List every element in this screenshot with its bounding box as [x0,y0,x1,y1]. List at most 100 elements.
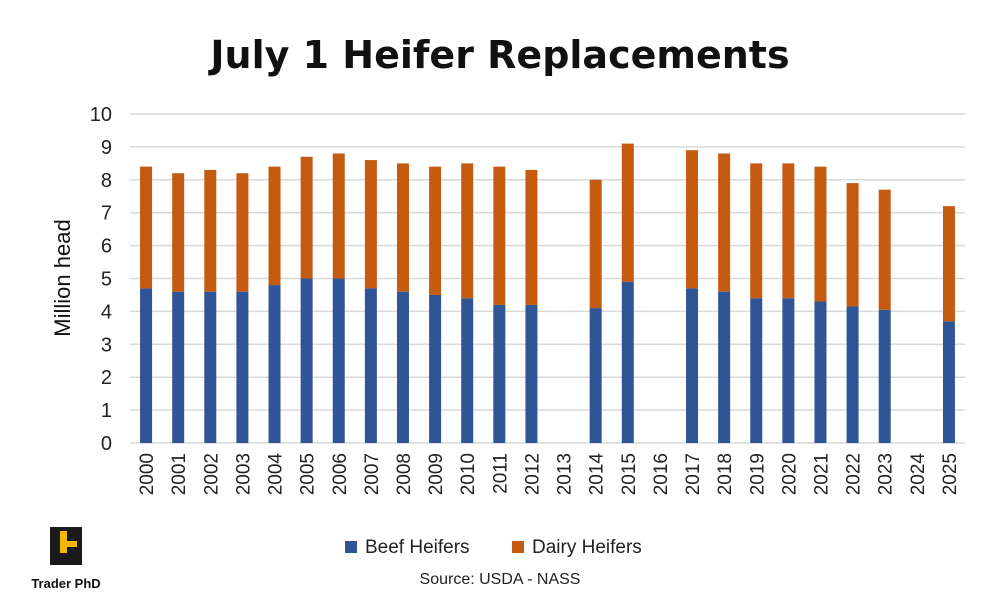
dairy-bar-2007 [364,160,377,289]
beef-bar-2001 [172,291,185,443]
beef-bar-2019 [750,298,763,443]
dairy-bar-2000 [140,166,153,289]
y-tick-label: 2 [101,367,112,389]
dairy-bar-2008 [396,163,409,292]
logo-mark-bar [60,531,67,553]
x-tick-label: 2019 [747,453,768,495]
dairy-bar-2019 [750,163,763,299]
y-tick-label: 10 [90,104,112,126]
logo-text: Trader PhD [31,576,100,591]
x-tick-label: 2009 [426,453,447,495]
beef-bar-2020 [782,298,795,443]
x-tick-label: 2005 [298,453,319,495]
x-tick-label: 2007 [362,453,383,495]
x-tick-label: 2012 [522,453,543,495]
dairy-bar-2010 [461,163,474,299]
dairy-bar-2012 [525,169,538,305]
x-tick-label: 2017 [683,453,704,495]
dairy-bar-2023 [878,189,891,310]
y-tick-labels: 0 1 2 3 4 5 6 7 8 9 10 [90,104,112,455]
beef-bar-2015 [621,281,634,443]
legend-swatch [345,541,357,553]
legend-swatch [512,541,524,553]
dairy-bar-2005 [300,156,313,279]
x-tick-labels: 2000 2001 2002 2003 2004 2005 2006 2007 2008 2009… [137,453,961,496]
beef-bar-2006 [332,278,345,443]
beef-bar-2014 [589,308,602,443]
x-tick-label: 2008 [394,453,415,495]
x-tick-label: 2022 [844,453,865,495]
beef-bar-2003 [236,291,249,443]
legend-label: Beef Heifers [365,537,470,558]
x-tick-label: 2016 [651,453,672,495]
dairy-bar-2006 [332,153,345,279]
y-axis-label: Million head [50,219,75,336]
dairy-bar-2018 [718,153,731,292]
y-tick-label: 8 [101,170,112,192]
dairy-bar-2009 [429,166,442,295]
dairy-bar-2021 [814,166,827,302]
x-tick-label: 2015 [619,453,640,495]
y-tick-label: 1 [101,400,112,422]
beef-bar-2021 [814,301,827,443]
beef-bar-2010 [461,298,474,443]
dairy-bar-2022 [846,183,859,307]
y-tick-label: 9 [101,137,112,159]
dairy-bar-2014 [589,179,602,309]
source-note: Source: USDA - NASS [420,571,581,588]
dairy-bar-2020 [782,163,795,299]
y-tick-label: 3 [101,334,112,356]
x-tick-label: 2010 [458,453,479,495]
bars [140,143,955,443]
x-tick-label: 2020 [779,453,800,495]
logo: Trader PhD [31,527,101,591]
y-tick-label: 4 [101,301,112,323]
x-tick-label: 2021 [811,453,832,495]
y-tick-label: 6 [101,236,112,258]
beef-bar-2018 [718,291,731,443]
beef-bar-2012 [525,304,538,443]
legend-label: Dairy Heifers [532,537,642,558]
y-tick-label: 7 [101,203,112,225]
x-tick-label: 2024 [908,453,929,496]
x-tick-label: 2013 [555,453,576,495]
dairy-bar-2025 [942,206,955,322]
beef-bar-2005 [300,278,313,443]
x-tick-label: 2023 [876,453,897,495]
dairy-bar-2001 [172,173,185,292]
y-tick-label: 5 [101,269,112,291]
x-tick-label: 2025 [940,453,961,495]
y-tick-label: 0 [101,433,112,455]
beef-bar-2008 [396,291,409,443]
x-tick-label: 2014 [587,453,608,496]
x-tick-label: 2018 [715,453,736,495]
dairy-bar-2015 [621,143,634,282]
beef-bar-2009 [429,294,442,443]
legend: Beef Heifers Dairy Heifers [345,537,642,558]
x-tick-label: 2011 [490,453,511,494]
beef-bar-2023 [878,309,891,443]
beef-bar-2002 [204,291,217,443]
beef-bar-2025 [942,321,955,443]
x-tick-label: 2001 [169,453,190,495]
x-tick-label: 2004 [266,453,287,496]
dairy-bar-2011 [493,166,506,305]
beef-bar-2011 [493,304,506,443]
beef-bar-2000 [140,288,153,443]
dairy-bar-2003 [236,173,249,292]
chart-title: July 1 Heifer Replacements [207,33,789,77]
x-tick-label: 2006 [330,453,351,495]
dairy-bar-2017 [686,150,699,289]
dairy-bar-2002 [204,169,217,292]
x-tick-label: 2000 [137,453,158,495]
beef-bar-2017 [686,288,699,443]
x-tick-label: 2003 [233,453,254,495]
dairy-bar-2004 [268,166,281,286]
logo-mark-bar [67,541,77,547]
beef-bar-2022 [846,306,859,443]
beef-bar-2004 [268,285,281,443]
gridlines [130,113,965,444]
x-tick-label: 2002 [201,453,222,495]
beef-bar-2007 [364,288,377,443]
